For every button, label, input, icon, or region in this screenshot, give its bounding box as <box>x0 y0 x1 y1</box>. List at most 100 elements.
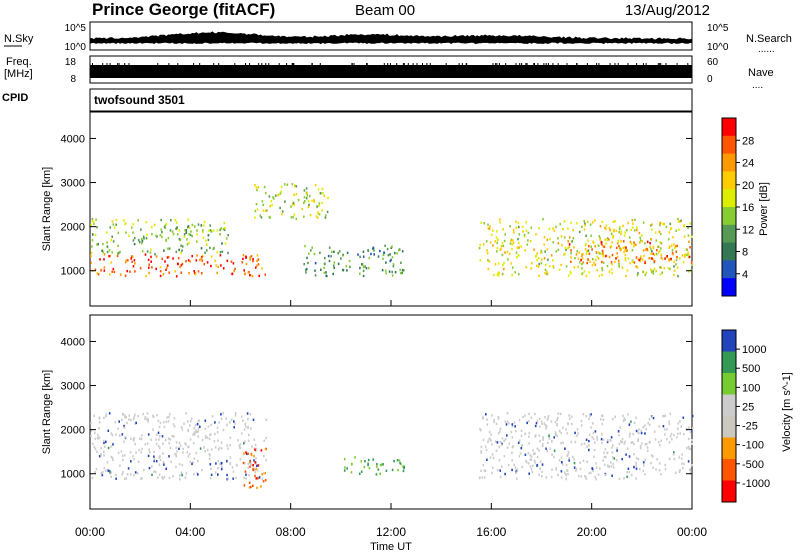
data-cell <box>652 272 655 275</box>
data-cell <box>539 425 541 428</box>
data-cell <box>342 269 345 272</box>
data-cell <box>530 267 533 270</box>
data-cell <box>687 253 690 257</box>
data-cell <box>642 469 645 473</box>
data-cell <box>403 466 405 470</box>
data-cell <box>245 451 247 454</box>
data-cell <box>260 216 263 219</box>
data-cell <box>189 420 192 423</box>
data-cell <box>164 224 167 227</box>
data-cell <box>691 414 694 418</box>
data-cell <box>205 239 207 242</box>
data-cell <box>165 268 167 271</box>
data-cell <box>573 266 576 269</box>
data-cell <box>625 246 627 249</box>
data-cell <box>550 475 553 479</box>
data-cell <box>650 247 652 251</box>
data-cell <box>597 257 600 260</box>
data-cell <box>581 267 583 270</box>
data-cell <box>631 249 634 252</box>
data-cell <box>179 265 181 269</box>
data-cell <box>256 464 258 467</box>
data-cell <box>573 246 575 249</box>
data-cell <box>313 198 315 202</box>
data-cell <box>566 469 569 472</box>
data-cell <box>293 213 296 216</box>
data-cell <box>580 258 582 262</box>
data-cell <box>530 416 533 419</box>
data-cell <box>157 431 160 434</box>
data-cell <box>525 229 528 232</box>
data-cell <box>636 228 638 232</box>
data-cell <box>307 261 309 265</box>
data-cell <box>608 238 610 241</box>
data-cell <box>660 266 662 269</box>
data-cell <box>128 418 130 421</box>
data-cell <box>603 455 606 459</box>
data-cell <box>97 273 100 276</box>
data-cell <box>681 254 684 257</box>
data-cell <box>238 446 241 449</box>
data-cell <box>649 440 651 444</box>
data-cell <box>599 467 601 470</box>
data-cell <box>556 434 559 437</box>
data-cell <box>313 200 315 203</box>
data-cell <box>193 433 196 436</box>
freq-label-line2: [MHz] <box>4 68 33 80</box>
data-cell <box>168 415 170 419</box>
data-cell <box>521 465 523 469</box>
colorbar-segment <box>722 224 736 244</box>
data-cell <box>637 258 640 261</box>
data-cell <box>621 440 623 444</box>
data-cell <box>563 220 566 223</box>
data-cell <box>265 209 268 212</box>
data-cell <box>134 442 136 446</box>
data-cell <box>659 232 662 236</box>
data-cell <box>488 260 491 263</box>
data-cell <box>323 194 326 197</box>
data-cell <box>126 421 128 425</box>
data-cell <box>557 242 560 245</box>
data-cell <box>555 250 558 253</box>
data-cell <box>551 440 553 443</box>
data-cell <box>589 260 591 263</box>
data-cell <box>380 463 383 466</box>
data-cell <box>326 210 329 214</box>
data-cell <box>539 467 541 470</box>
data-cell <box>582 253 584 256</box>
data-cell <box>227 251 229 255</box>
data-cell <box>99 258 101 261</box>
data-cell <box>230 260 233 263</box>
data-cell <box>499 427 502 430</box>
data-cell <box>258 274 260 277</box>
data-cell <box>171 230 174 233</box>
data-cell <box>577 432 579 435</box>
data-cell <box>195 451 197 455</box>
data-cell <box>112 443 114 446</box>
data-cell <box>645 428 647 431</box>
data-cell <box>504 472 506 476</box>
data-cell <box>490 439 492 442</box>
data-cell <box>173 417 176 420</box>
data-cell <box>362 274 365 278</box>
data-cell <box>204 436 207 439</box>
data-cell <box>488 438 490 441</box>
data-cell <box>158 438 160 441</box>
data-cell <box>628 423 631 426</box>
data-cell <box>608 226 611 230</box>
data-cell <box>585 274 588 277</box>
data-cell <box>147 258 150 261</box>
data-cell <box>179 474 181 477</box>
data-cell <box>175 446 178 449</box>
data-cell <box>385 261 387 264</box>
data-cell <box>153 223 156 227</box>
data-cell <box>583 220 585 223</box>
data-cell <box>91 239 94 242</box>
data-cell <box>607 439 609 442</box>
data-cell <box>557 412 560 415</box>
data-cell <box>496 272 499 275</box>
data-cell <box>105 469 107 472</box>
data-cell <box>94 471 96 474</box>
data-cell <box>381 269 384 272</box>
data-cell <box>129 451 132 454</box>
